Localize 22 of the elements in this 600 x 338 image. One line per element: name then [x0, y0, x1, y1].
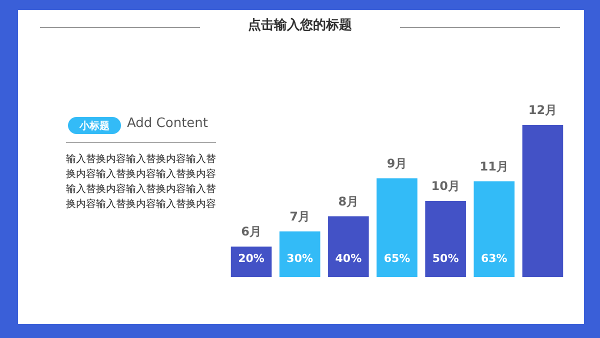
- bar: [279, 231, 320, 277]
- data-label: 40%: [335, 252, 362, 265]
- x-tick-label: 11月: [480, 159, 508, 174]
- text: 输入替换内容输入替换内容输入替换内容输入替换内容输入替换内容输入替换内容输入替换内容输入替换内容输入替换内容输入替换内容: [66, 152, 216, 212]
- chart-subtitle: Add Content: [127, 116, 208, 131]
- data-label: 50%: [432, 252, 459, 265]
- x-tick-label: 9月: [386, 156, 408, 170]
- x-tick-label: 10月: [431, 179, 460, 194]
- bar: [376, 178, 418, 277]
- data-label: 30%: [286, 252, 314, 265]
- data-label: 65%: [384, 252, 410, 265]
- bar: [474, 181, 515, 277]
- chart-title: 点击输入您的标题: [247, 16, 353, 34]
- bar: [328, 216, 369, 277]
- bar: [522, 125, 564, 277]
- x-tick-label: 7月: [290, 210, 310, 224]
- x-tick-label: 12月: [528, 103, 558, 118]
- data-label: 20%: [238, 252, 264, 265]
- bar: [425, 201, 466, 277]
- x-tick-label: 8月: [338, 194, 359, 208]
- data-label: 63%: [480, 252, 508, 265]
- x-tick-label: 6月: [241, 224, 262, 239]
